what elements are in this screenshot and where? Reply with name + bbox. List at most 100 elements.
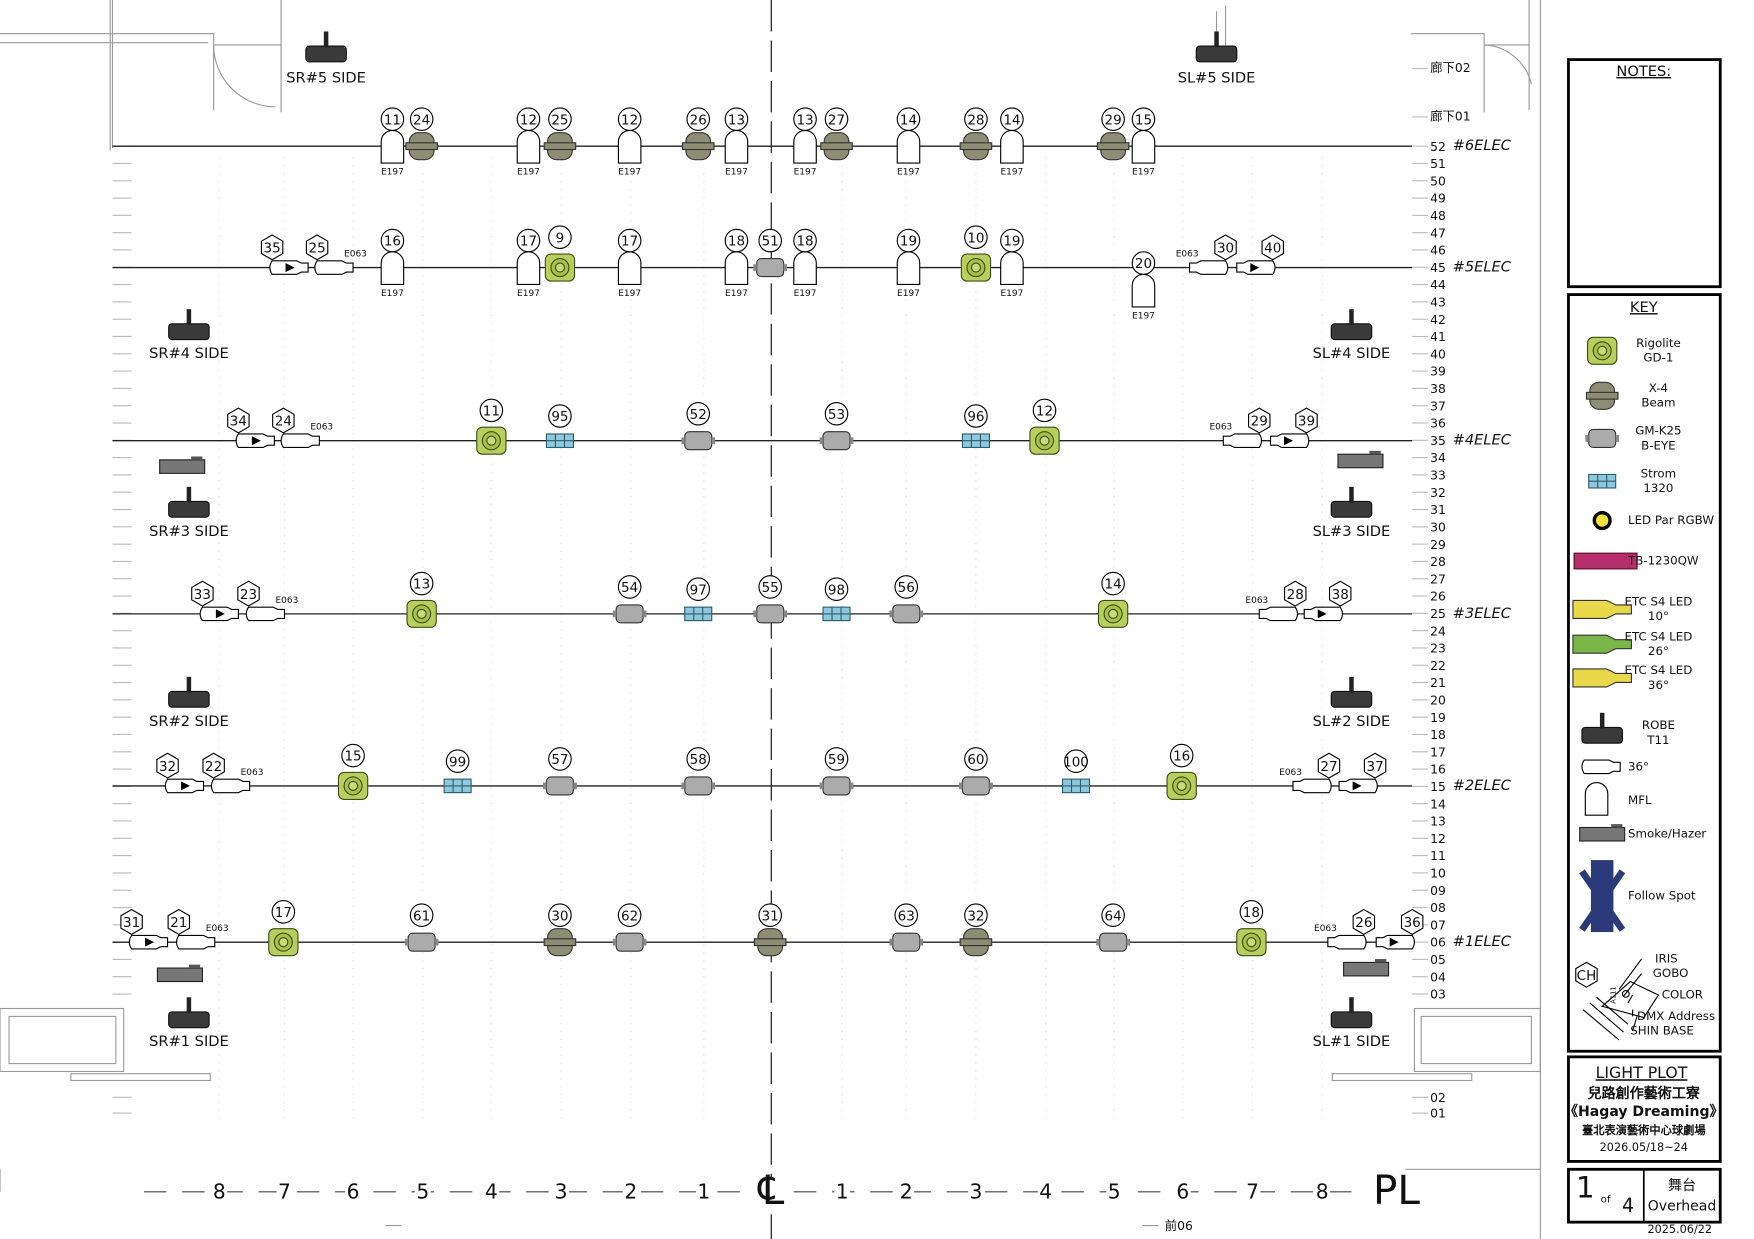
- key-label: 36°: [1628, 759, 1649, 773]
- width-label: 2: [900, 1179, 913, 1203]
- depth-label: 10: [1430, 867, 1446, 881]
- gobo: [215, 609, 225, 619]
- width-label: 1: [697, 1179, 710, 1203]
- depth-label: 03: [1430, 988, 1446, 1002]
- strom-grid: [684, 607, 712, 621]
- gm-tab: [681, 437, 685, 445]
- channel-hex: [1214, 234, 1237, 261]
- channel-number: 64: [1105, 908, 1122, 924]
- corridor-label: 廊下01: [1430, 108, 1470, 123]
- width-label-bg: [345, 1178, 361, 1206]
- rigolite-lens: [278, 937, 289, 948]
- boom-label: SR#2 SIDE: [149, 713, 229, 730]
- gm-tab: [643, 938, 647, 946]
- channel-circle: [1131, 107, 1156, 131]
- channel-number: 14: [1105, 577, 1122, 593]
- channel-circle: [1131, 251, 1156, 275]
- gm-fixture: [684, 431, 713, 451]
- channel-number: 35: [264, 240, 281, 256]
- width-label: 5: [1108, 1179, 1121, 1203]
- depth-label: 31: [1430, 503, 1446, 517]
- gm-tab: [753, 264, 757, 271]
- depth-label: 25: [1430, 607, 1446, 621]
- robe-body: [1330, 690, 1373, 708]
- channel-number: 96: [967, 409, 984, 425]
- channel-number: 14: [1003, 112, 1020, 128]
- width-label: 6: [347, 1179, 360, 1203]
- pipe-label: #5ELEC: [1453, 259, 1512, 276]
- gm-tab: [612, 610, 617, 618]
- channel-number: 16: [384, 234, 401, 250]
- depth-label: 16: [1430, 763, 1446, 777]
- robe-body: [168, 1011, 210, 1029]
- depth-label: 23: [1430, 642, 1446, 656]
- depth-label: 49: [1430, 192, 1446, 206]
- gm-tab: [612, 938, 617, 946]
- depth-label: 13: [1430, 815, 1446, 829]
- depth-label: 33: [1430, 469, 1446, 483]
- x4-yoke: [959, 142, 993, 151]
- lens-label: E063: [344, 250, 367, 260]
- channel-circle: [617, 228, 642, 253]
- channel-circle: [1169, 743, 1194, 768]
- s36-fixture: [314, 260, 354, 275]
- channel-number: 30: [551, 908, 568, 924]
- mfl-fixture: [516, 129, 541, 164]
- notes-title: NOTES:: [1616, 63, 1671, 80]
- key-label: GM-K25: [1635, 424, 1681, 438]
- gm-tab: [819, 782, 824, 790]
- width-label: 3: [555, 1179, 568, 1203]
- depth-label: 22: [1430, 659, 1446, 673]
- x4-yoke: [543, 142, 577, 151]
- depth-label: 05: [1430, 953, 1446, 967]
- channel-number: 18: [728, 234, 745, 250]
- lens-label: E197: [381, 289, 404, 299]
- depth-label: 20: [1430, 693, 1446, 707]
- channel-number: 11: [384, 112, 401, 128]
- depth-label: 07: [1430, 918, 1446, 932]
- depth-label: 02: [1430, 1091, 1446, 1105]
- channel-hex: [167, 908, 191, 935]
- robe-stem: [1349, 309, 1354, 325]
- gm-tab: [919, 610, 924, 618]
- x4-yoke: [753, 938, 787, 947]
- gm-fixture: [756, 258, 785, 278]
- lens-label: E197: [897, 168, 920, 178]
- channel-number: 13: [728, 112, 745, 128]
- gm-fixture: [407, 932, 436, 952]
- rigolite-lens: [1039, 435, 1050, 446]
- robe-stem: [1214, 31, 1219, 48]
- channel-number: 17: [621, 234, 638, 250]
- channel-hex: [260, 234, 284, 261]
- gm-tab: [1096, 938, 1100, 946]
- channel-circle: [686, 401, 711, 426]
- channel-circle: [617, 903, 642, 928]
- strom-grid: [962, 433, 990, 448]
- channel-circle: [1101, 571, 1125, 596]
- key-label: Beam: [1641, 396, 1675, 410]
- depth-label: 38: [1430, 382, 1446, 396]
- rigolite-lens: [416, 608, 427, 619]
- channel-number: 18: [796, 234, 813, 250]
- boom-label: SL#1 SIDE: [1313, 1033, 1391, 1050]
- width-label-bg: [414, 1178, 431, 1206]
- s36-fixture: [175, 934, 216, 950]
- channel-number: 10: [967, 230, 984, 246]
- depth-label: 04: [1430, 970, 1446, 984]
- channel-number: 97: [690, 582, 707, 598]
- smoke-hazer: [1337, 453, 1384, 469]
- channel-number: 62: [621, 908, 638, 924]
- channel-hex: [1328, 580, 1352, 607]
- channel-number: 61: [413, 908, 430, 924]
- rigolite-lens: [1176, 780, 1187, 791]
- gobo: [251, 436, 261, 446]
- mfl-fixture: [617, 129, 642, 164]
- gm-tab: [435, 938, 439, 946]
- gobo: [1250, 263, 1260, 273]
- gm-fixture: [1588, 428, 1617, 449]
- symbol-dmx: A111: [1609, 986, 1617, 1003]
- mfl-fixture: [896, 251, 921, 286]
- channel-circle: [409, 571, 434, 596]
- robe-body: [1330, 500, 1373, 518]
- width-label: 5: [416, 1179, 429, 1203]
